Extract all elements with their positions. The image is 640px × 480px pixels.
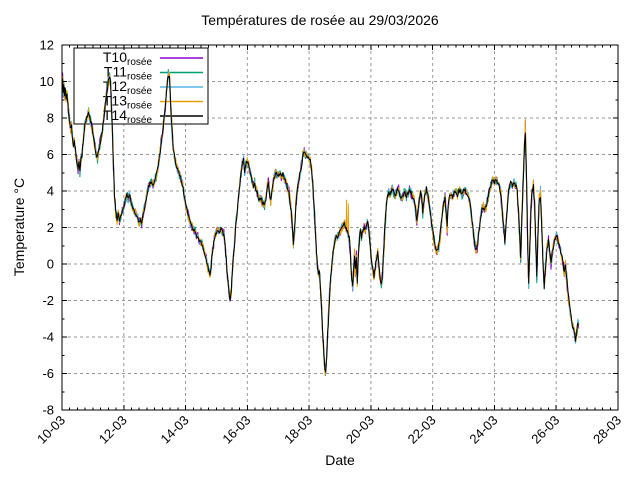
series-line-T14_rosée: [61, 75, 580, 373]
legend-label-T10_rosée: T10rosée: [103, 49, 153, 68]
y-tick-label: 6: [47, 147, 54, 162]
x-tick-label: 16-03: [219, 413, 253, 447]
x-tick-label: 22-03: [405, 413, 439, 447]
chart-title: Températures de rosée au 29/03/2026: [201, 12, 439, 28]
y-tick-label: 12: [40, 38, 54, 53]
x-tick-label: 26-03: [528, 413, 562, 447]
axes: [61, 44, 619, 411]
x-tick-label: 12-03: [96, 413, 130, 447]
y-tick-label: -8: [42, 403, 54, 418]
y-tick-label: 8: [47, 111, 54, 126]
legend-label-T14_rosée: T14rosée: [103, 107, 153, 126]
x-tick-label: 28-03: [590, 413, 624, 447]
legend-label-T13_rosée: T13rosée: [103, 93, 153, 112]
x-tick-label: 10-03: [34, 413, 68, 447]
x-tick-label: 20-03: [343, 413, 377, 447]
y-tick-label: 0: [47, 257, 54, 272]
x-tick-label: 14-03: [158, 413, 192, 447]
y-tick-label: 2: [47, 220, 54, 235]
y-tick-label: -2: [42, 293, 54, 308]
y-tick-label: 10: [40, 74, 54, 89]
x-tick-label: 24-03: [466, 413, 500, 447]
x-tick-label: 18-03: [281, 413, 315, 447]
x-axis-title: Date: [325, 452, 355, 468]
y-tick-label: -4: [42, 330, 54, 345]
y-tick-label: 4: [47, 184, 54, 199]
legend-box: [73, 47, 209, 125]
y-tick-label: -6: [42, 366, 54, 381]
